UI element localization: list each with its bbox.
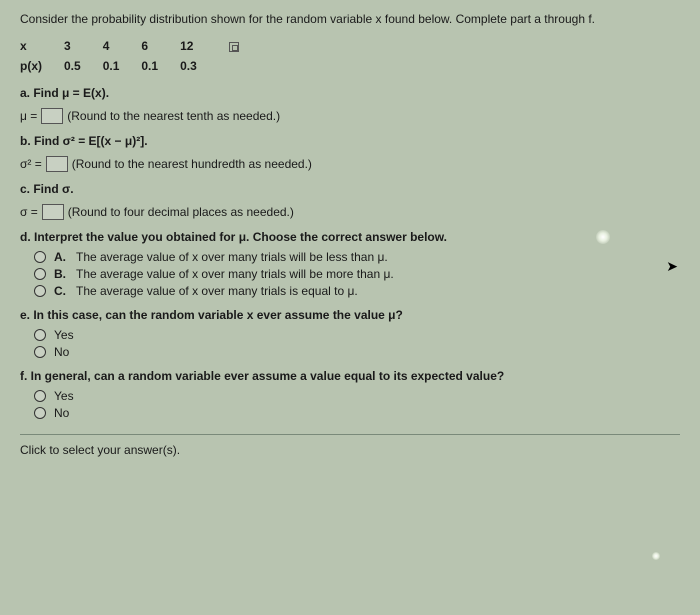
radio-f-yes[interactable] — [34, 390, 46, 402]
th-x: x — [20, 36, 64, 56]
x1: 3 — [64, 36, 103, 56]
x3: 6 — [141, 36, 180, 56]
label-a: A. — [54, 250, 66, 264]
choice-f-yes: Yes — [54, 389, 74, 403]
sd-hint: (Round to four decimal places as needed.… — [68, 205, 294, 219]
radio-e-no[interactable] — [34, 346, 46, 358]
choice-d-b: The average value of x over many trials … — [76, 267, 394, 281]
part-c-label: c. Find σ. — [20, 182, 680, 196]
mu-lhs: μ = — [20, 109, 37, 123]
cursor-icon: ➤ — [666, 258, 678, 275]
sd-input[interactable] — [42, 204, 64, 220]
radio-d-b[interactable] — [34, 268, 46, 280]
radio-d-c[interactable] — [34, 285, 46, 297]
label-b: B. — [54, 267, 66, 281]
sd-lhs: σ = — [20, 205, 38, 219]
choice-f-no: No — [54, 406, 69, 420]
p2: 0.1 — [103, 56, 142, 76]
part-f-label: f. In general, can a random variable eve… — [20, 369, 680, 383]
expand-icon[interactable] — [229, 42, 239, 52]
intro-text: Consider the probability distribution sh… — [20, 12, 680, 26]
choice-e-yes: Yes — [54, 328, 74, 342]
glare-dot — [596, 230, 610, 244]
part-e-label: e. In this case, can the random variable… — [20, 308, 680, 322]
x4: 12 — [180, 36, 219, 56]
var-lhs: σ² = — [20, 157, 42, 171]
p1: 0.5 — [64, 56, 103, 76]
glare-dot-2 — [652, 552, 660, 560]
footer-text: Click to select your answer(s). — [20, 434, 680, 457]
mu-hint: (Round to the nearest tenth as needed.) — [67, 109, 280, 123]
th-px: p(x) — [20, 56, 64, 76]
p3: 0.1 — [141, 56, 180, 76]
choice-d-c: The average value of x over many trials … — [76, 284, 358, 298]
label-c: C. — [54, 284, 66, 298]
choice-d-a: The average value of x over many trials … — [76, 250, 388, 264]
radio-d-a[interactable] — [34, 251, 46, 263]
var-hint: (Round to the nearest hundredth as neede… — [72, 157, 312, 171]
p4: 0.3 — [180, 56, 219, 76]
part-d-label: d. Interpret the value you obtained for … — [20, 230, 680, 244]
x2: 4 — [103, 36, 142, 56]
distribution-table: x 3 4 6 12 p(x) 0.5 0.1 0.1 0.3 — [20, 36, 261, 76]
radio-e-yes[interactable] — [34, 329, 46, 341]
part-a-label: a. Find μ = E(x). — [20, 86, 680, 100]
mu-input[interactable] — [41, 108, 63, 124]
choice-e-no: No — [54, 345, 69, 359]
radio-f-no[interactable] — [34, 407, 46, 419]
var-input[interactable] — [46, 156, 68, 172]
part-b-label: b. Find σ² = E[(x − μ)²]. — [20, 134, 680, 148]
